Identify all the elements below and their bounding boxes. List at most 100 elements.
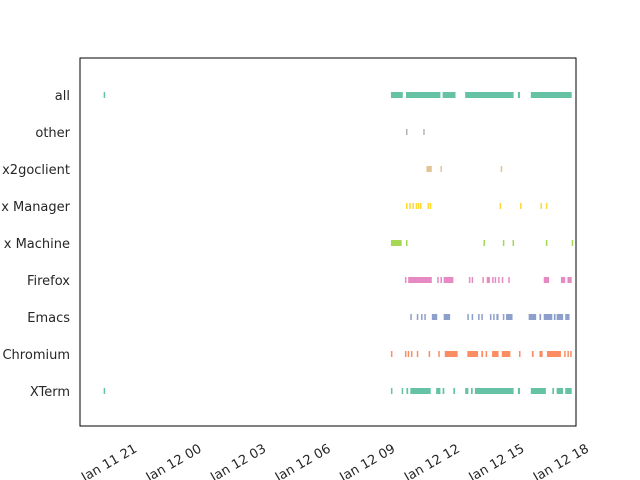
- series-emacs: [410, 314, 570, 320]
- activity-bar: [406, 240, 408, 246]
- activity-bar: [570, 351, 572, 357]
- activity-bar: [465, 92, 514, 98]
- y-tick-label: x2goclient: [2, 163, 70, 178]
- activity-bar: [545, 240, 548, 246]
- activity-bar: [556, 314, 564, 320]
- activity-bar: [465, 388, 469, 394]
- activity-bar: [501, 277, 504, 283]
- y-tick-label: Emacs: [27, 311, 70, 326]
- activity-bar: [489, 314, 492, 320]
- activity-bar: [483, 240, 485, 246]
- chart-bars: [103, 92, 574, 394]
- activity-bar: [416, 314, 419, 320]
- activity-bar: [440, 166, 442, 172]
- y-tick-label: x Manager: [1, 200, 70, 215]
- activity-bar: [416, 351, 419, 357]
- activity-bar: [543, 277, 550, 283]
- activity-bar: [410, 351, 413, 357]
- activity-bar: [471, 314, 474, 320]
- x-tick-label: Jan 11 21: [78, 442, 140, 480]
- activity-bar: [404, 351, 407, 357]
- x-tick-label: Jan 12 03: [207, 442, 269, 480]
- x-tick-label: Jan 12 18: [530, 442, 592, 480]
- activity-bar: [406, 129, 408, 135]
- activity-bar: [512, 240, 515, 246]
- activity-bar: [426, 166, 432, 172]
- plot-frame: [79, 57, 577, 427]
- activity-bar: [492, 351, 499, 357]
- activity-bar: [571, 240, 574, 246]
- series-firefox: [404, 277, 572, 283]
- activity-bar: [498, 277, 500, 283]
- activity-bar: [440, 277, 442, 283]
- activity-bar: [543, 314, 553, 320]
- activity-bar: [421, 314, 423, 320]
- activity-bar: [428, 351, 431, 357]
- activity-bar: [500, 166, 503, 172]
- y-tick-label: all: [55, 89, 70, 104]
- activity-bar: [502, 240, 505, 246]
- y-tick-label: x Machine: [4, 237, 70, 252]
- activity-bar: [407, 351, 410, 357]
- activity-bar: [103, 92, 106, 98]
- activity-bar: [390, 351, 393, 357]
- activity-bar: [481, 351, 484, 357]
- activity-bar: [486, 277, 490, 283]
- y-axis-labels: all other x2goclient x Manager x Machine Fire…: [1, 89, 70, 400]
- activity-bar: [539, 351, 543, 357]
- activity-bar: [410, 388, 431, 394]
- activity-bar: [517, 388, 521, 394]
- activity-bar: [390, 388, 393, 394]
- x-tick-label: Jan 12 15: [466, 442, 528, 480]
- activity-bar: [409, 203, 411, 209]
- activity-bar: [560, 277, 566, 283]
- series-chromium: [390, 351, 572, 357]
- activity-bar: [103, 388, 106, 394]
- activity-bar: [485, 351, 488, 357]
- activity-bar: [546, 351, 561, 357]
- activity-bar: [467, 351, 479, 357]
- series-virtualbox-machine: [390, 240, 574, 246]
- activity-bar: [443, 277, 454, 283]
- activity-bar: [540, 203, 542, 209]
- activity-bar: [431, 314, 438, 320]
- activity-bar: [444, 351, 458, 357]
- x-tick-label: Jan 12 00: [143, 442, 205, 480]
- activity-bar: [564, 351, 566, 357]
- activity-bar: [424, 314, 426, 320]
- activity-bar: [468, 277, 471, 283]
- series-all: [103, 92, 572, 98]
- activity-bar: [530, 388, 546, 394]
- activity-bar: [531, 351, 534, 357]
- activity-bar: [552, 388, 555, 394]
- activity-bar: [408, 277, 432, 283]
- activity-bar: [518, 351, 521, 357]
- activity-bar: [556, 388, 564, 394]
- y-tick-label: Chromium: [2, 348, 70, 363]
- activity-bar: [437, 277, 439, 283]
- series-virtual-box-manager: [406, 203, 548, 209]
- x-tick-label: Jan 12 12: [401, 442, 463, 480]
- activity-bar: [442, 92, 456, 98]
- activity-bar: [471, 277, 474, 283]
- activity-bar: [482, 277, 484, 283]
- activity-bar: [565, 314, 570, 320]
- activity-bar: [493, 314, 495, 320]
- series-xterm: [103, 388, 572, 394]
- activity-bar: [390, 92, 403, 98]
- activity-bar: [415, 203, 418, 209]
- activity-bar: [467, 314, 469, 320]
- activity-bar: [494, 277, 497, 283]
- activity-bar: [423, 129, 425, 135]
- activity-bar: [443, 314, 451, 320]
- activity-bar: [567, 351, 569, 357]
- activity-bar: [501, 351, 511, 357]
- activity-bar: [390, 240, 402, 246]
- activity-bar: [565, 388, 572, 394]
- x-tick-label: Jan 12 09: [337, 442, 399, 480]
- activity-bar: [499, 203, 502, 209]
- x-tick-label: Jan 12 06: [272, 442, 334, 480]
- activity-bar: [406, 92, 441, 98]
- y-tick-label: other: [35, 126, 70, 141]
